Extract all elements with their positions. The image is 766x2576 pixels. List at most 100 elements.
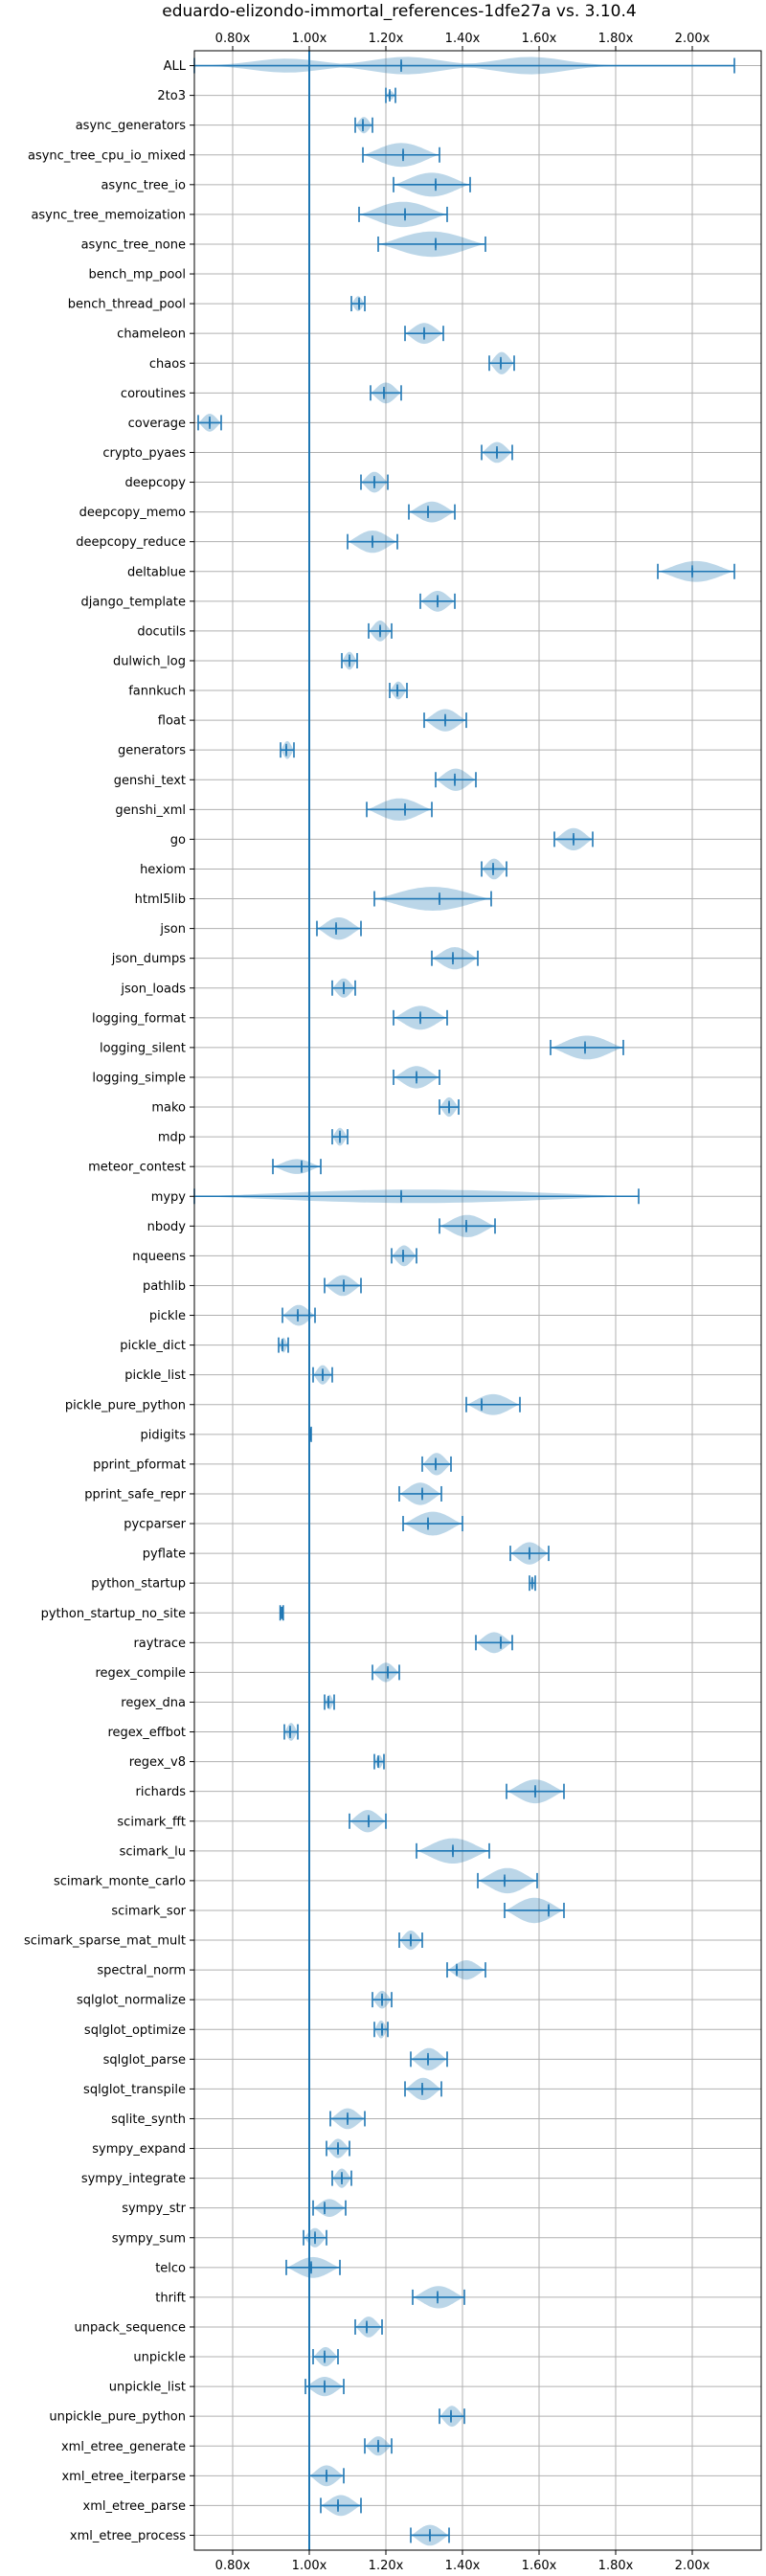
category-label: json_dumps	[111, 952, 186, 966]
category-label: chameleon	[117, 328, 186, 342]
category-label: logging_format	[92, 1011, 186, 1026]
bottom-tick-label: 1.00x	[292, 2559, 327, 2573]
category-label: xml_etree_iterparse	[61, 2470, 186, 2484]
category-label: spectral_norm	[97, 1964, 186, 1978]
category-label: sqlglot_optimize	[84, 2023, 186, 2038]
category-label: meteor_contest	[88, 1161, 186, 1175]
plot-frame	[193, 50, 762, 2551]
category-label: pickle	[149, 1309, 186, 1323]
category-label: sqlite_synth	[111, 2113, 186, 2127]
bottom-tick-label: 0.80x	[215, 2559, 251, 2573]
category-label: sqlglot_normalize	[77, 1994, 186, 2008]
top-tick-label: 1.80x	[598, 32, 634, 46]
category-label: deltablue	[127, 565, 186, 579]
category-label: thrift	[155, 2291, 186, 2305]
category-label: mako	[151, 1101, 186, 1116]
category-label: deepcopy	[124, 476, 186, 490]
category-label: sympy_str	[122, 2202, 186, 2216]
category-label: ALL	[164, 59, 187, 74]
bottom-tick-label: 1.20x	[369, 2559, 404, 2573]
top-tick-label: 2.00x	[675, 32, 710, 46]
category-label: dulwich_log	[113, 654, 186, 668]
category-label: deepcopy_reduce	[76, 535, 186, 550]
category-label: fannkuch	[128, 685, 186, 699]
category-label: pprint_pformat	[93, 1457, 186, 1472]
category-label: richards	[136, 1785, 187, 1799]
category-label: pidigits	[141, 1428, 187, 1442]
category-label: deepcopy_memo	[79, 506, 186, 520]
category-label: mdp	[158, 1131, 186, 1145]
top-tick-label: 1.20x	[369, 32, 404, 46]
top-tick-label: 0.80x	[215, 32, 251, 46]
chart-title: eduardo-elizondo-immortal_references-1df…	[162, 2, 636, 21]
category-label: pickle_dict	[120, 1339, 186, 1353]
category-label: nqueens	[132, 1250, 186, 1264]
category-label: scimark_fft	[117, 1815, 186, 1829]
category-label: pickle_list	[124, 1368, 186, 1383]
category-label: genshi_xml	[115, 803, 186, 818]
category-label: telco	[155, 2261, 186, 2275]
category-label: regex_compile	[95, 1666, 186, 1681]
category-label: hexiom	[140, 863, 186, 877]
category-label: bench_thread_pool	[68, 298, 186, 312]
category-label: scimark_sparse_mat_mult	[24, 1934, 186, 1949]
category-label: chaos	[149, 357, 186, 372]
category-label: python_startup	[91, 1577, 186, 1592]
category-label: 2to3	[157, 89, 186, 103]
category-labels: ALL 2to3 async_generators async_tree_cpu_io…	[24, 59, 194, 2543]
bottom-tick-label: 1.60x	[522, 2559, 557, 2573]
top-axis-ticks: 0.80x 1.00x 1.20x 1.40x 1.60x 1.80x 2.00x	[215, 32, 710, 51]
bottom-tick-label: 1.40x	[445, 2559, 481, 2573]
category-label: crypto_pyaes	[102, 446, 186, 461]
category-label: json_loads	[120, 982, 186, 996]
category-label: coroutines	[121, 387, 186, 401]
category-label: async_tree_none	[81, 237, 186, 252]
violin-layer	[194, 56, 734, 2546]
category-label: python_startup_no_site	[41, 1607, 186, 1621]
category-label: raytrace	[133, 1637, 186, 1651]
category-label: nbody	[147, 1220, 187, 1234]
category-label: regex_v8	[129, 1755, 186, 1770]
category-label: pickle_pure_python	[65, 1398, 186, 1412]
category-label: sqlglot_transpile	[83, 2083, 186, 2097]
category-label: logging_silent	[100, 1041, 186, 1055]
category-label: pprint_safe_repr	[84, 1487, 186, 1502]
category-label: sympy_sum	[112, 2231, 186, 2246]
category-label: pycparser	[124, 1518, 186, 1532]
category-label: go	[170, 833, 186, 847]
category-label: xml_etree_generate	[61, 2440, 186, 2454]
category-label: xml_etree_parse	[83, 2499, 186, 2514]
category-label: regex_dna	[121, 1696, 186, 1710]
category-label: pathlib	[143, 1279, 186, 1294]
bottom-tick-label: 2.00x	[675, 2559, 710, 2573]
category-label: django_template	[81, 595, 186, 609]
category-label: float	[158, 714, 186, 729]
category-label: async_tree_memoization	[31, 208, 186, 222]
category-label: scimark_sor	[111, 1904, 186, 1918]
category-label: async_generators	[76, 119, 187, 133]
category-label: coverage	[128, 417, 186, 431]
category-label: async_tree_io	[101, 178, 186, 192]
bottom-tick-label: 1.80x	[598, 2559, 634, 2573]
grid-layer	[194, 51, 761, 2550]
category-label: sympy_integrate	[81, 2172, 186, 2186]
top-tick-label: 1.60x	[522, 32, 557, 46]
whisker-layer	[193, 57, 735, 2543]
category-label: pyflate	[143, 1548, 186, 1562]
category-label: mypy	[151, 1190, 187, 1205]
category-label: genshi_text	[114, 774, 186, 788]
category-label: generators	[118, 744, 186, 758]
top-tick-label: 1.40x	[445, 32, 481, 46]
category-label: sympy_expand	[92, 2142, 186, 2157]
category-label: xml_etree_process	[70, 2529, 186, 2543]
category-label: logging_simple	[92, 1071, 186, 1085]
category-label: unpack_sequence	[74, 2320, 186, 2335]
category-label: html5lib	[135, 893, 186, 907]
category-label: scimark_monte_carlo	[54, 1874, 186, 1888]
category-label: sqlglot_parse	[103, 2053, 186, 2068]
category-label: regex_effbot	[107, 1726, 186, 1740]
category-label: docutils	[137, 624, 186, 639]
category-label: unpickle_pure_python	[49, 2410, 186, 2425]
top-tick-label: 1.00x	[292, 32, 327, 46]
